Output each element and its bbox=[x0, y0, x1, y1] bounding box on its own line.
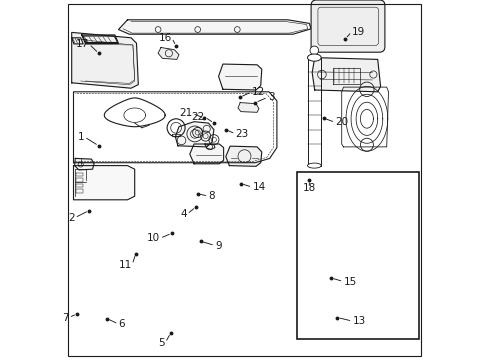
Text: 23: 23 bbox=[235, 129, 248, 139]
Text: 10: 10 bbox=[146, 233, 160, 243]
Text: 19: 19 bbox=[351, 27, 364, 37]
Text: 1: 1 bbox=[78, 132, 84, 142]
Text: 14: 14 bbox=[252, 182, 265, 192]
Text: 13: 13 bbox=[352, 316, 365, 326]
Text: 9: 9 bbox=[215, 240, 221, 251]
Polygon shape bbox=[175, 122, 213, 147]
Polygon shape bbox=[225, 146, 261, 166]
Text: 15: 15 bbox=[343, 276, 356, 287]
Ellipse shape bbox=[307, 54, 321, 61]
Circle shape bbox=[309, 46, 318, 55]
Text: 16: 16 bbox=[158, 33, 171, 43]
Polygon shape bbox=[238, 103, 258, 112]
Text: 21: 21 bbox=[179, 108, 192, 118]
Polygon shape bbox=[72, 32, 138, 88]
Text: 22: 22 bbox=[191, 112, 204, 122]
Polygon shape bbox=[72, 38, 83, 44]
Polygon shape bbox=[218, 64, 261, 90]
Polygon shape bbox=[158, 48, 179, 59]
Text: 8: 8 bbox=[208, 191, 215, 201]
Text: 11: 11 bbox=[119, 260, 132, 270]
Polygon shape bbox=[75, 158, 94, 170]
Text: 20: 20 bbox=[335, 117, 347, 127]
Polygon shape bbox=[118, 20, 310, 34]
Text: 7: 7 bbox=[62, 312, 69, 323]
Polygon shape bbox=[311, 58, 380, 92]
Text: 17: 17 bbox=[76, 39, 89, 49]
Text: 3: 3 bbox=[267, 92, 274, 102]
Text: 2: 2 bbox=[68, 213, 75, 223]
Text: 6: 6 bbox=[118, 319, 125, 329]
Text: 5: 5 bbox=[158, 338, 165, 348]
Text: 18: 18 bbox=[302, 183, 315, 193]
Polygon shape bbox=[73, 166, 134, 200]
Polygon shape bbox=[82, 36, 118, 42]
Text: 4: 4 bbox=[180, 209, 186, 219]
Text: 12: 12 bbox=[251, 87, 264, 97]
Bar bbox=[296, 172, 418, 339]
Polygon shape bbox=[189, 144, 223, 164]
Ellipse shape bbox=[307, 163, 321, 168]
FancyBboxPatch shape bbox=[310, 0, 384, 52]
